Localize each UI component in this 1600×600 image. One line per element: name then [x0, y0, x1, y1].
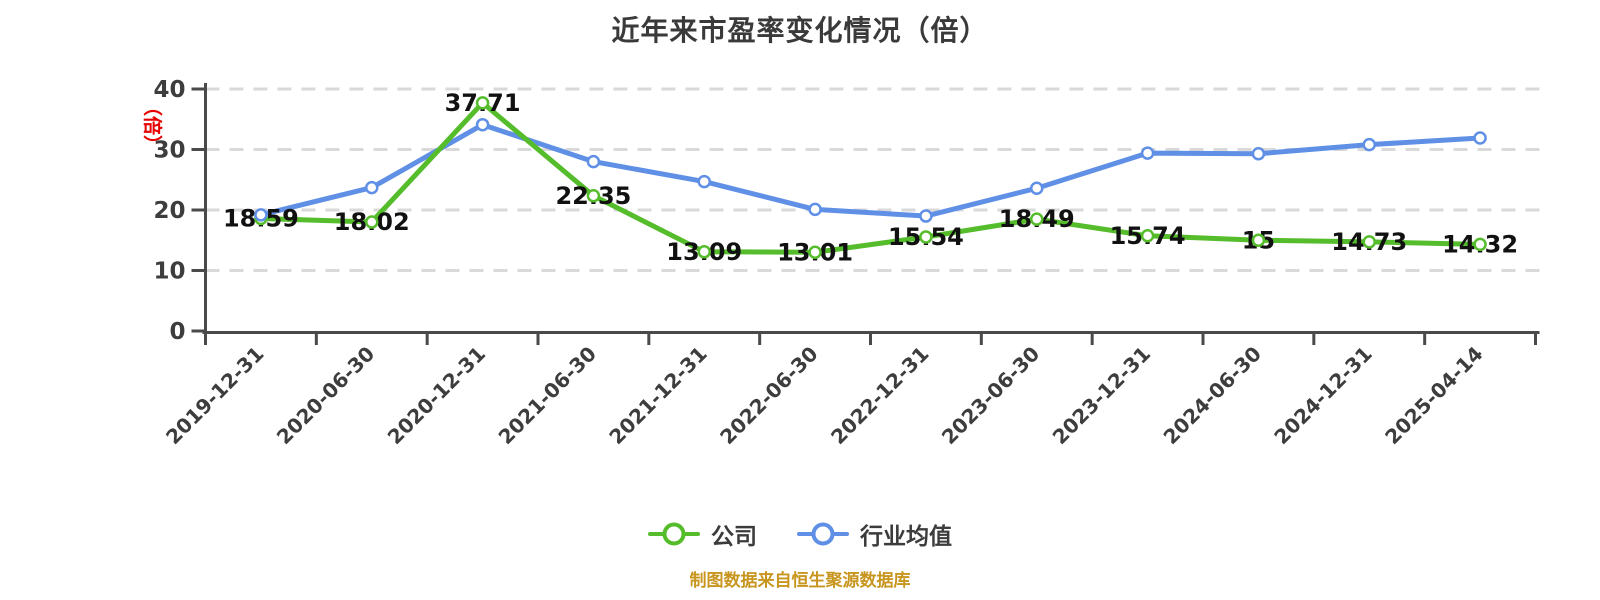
industry-average-data-point [1473, 131, 1487, 145]
company-data-point [475, 96, 490, 110]
x-axis-label: 2019-12-31 [161, 342, 268, 449]
y-axis-tick-label: 30 [153, 138, 185, 164]
chart-legend: 公司 行业均值 [0, 517, 1600, 551]
x-axis-label: 2021-12-31 [604, 342, 711, 449]
x-axis-label: 2023-12-31 [1048, 342, 1155, 449]
company-data-point [1140, 229, 1155, 243]
company-data-point [365, 215, 379, 229]
industry-average-line [258, 122, 1483, 219]
industry-average-data-point [1140, 146, 1155, 160]
industry-average-data-point [1362, 137, 1376, 152]
company-data-point [919, 230, 933, 244]
y-axis-tick-label: 20 [153, 198, 185, 224]
industry-average-data-point [475, 117, 490, 132]
y-axis-tick-label: 10 [153, 259, 185, 285]
legend-item-company[interactable]: 公司 [648, 517, 757, 551]
company-data-point [586, 189, 601, 203]
x-axis-label: 2025-04-14 [1380, 342, 1487, 449]
x-axis-label: 2024-06-30 [1159, 342, 1266, 449]
company-data-point [697, 245, 711, 259]
x-axis-label: 2020-06-30 [272, 342, 379, 449]
x-axis-label: 2020-12-31 [383, 342, 490, 449]
legend-label-industry-average: 行业均值 [860, 524, 952, 550]
y-axis-unit-label: （倍） [141, 97, 164, 154]
industry-average-data-point [1030, 181, 1044, 195]
chart-title: 近年来市盈率变化情况（倍） [611, 14, 989, 47]
y-axis-tick-label: 0 [169, 319, 185, 345]
company-data-point [1251, 233, 1266, 247]
industry-average-data-point [1251, 146, 1266, 161]
legend-item-industry-average[interactable]: 行业均值 [797, 517, 952, 551]
industry-average-data-point [254, 208, 268, 222]
industry-average-data-point [808, 202, 822, 217]
y-axis-tick-label: 40 [153, 77, 185, 103]
x-axis-label: 2023-06-30 [937, 342, 1044, 449]
company-data-point [808, 245, 822, 260]
x-axis-label: 2021-06-30 [494, 342, 601, 449]
x-axis-label: 2024-12-31 [1269, 342, 1376, 449]
industry-series-marker-icon [797, 521, 849, 547]
industry-average-data-point [586, 154, 601, 169]
industry-legend-dot-icon [811, 522, 835, 546]
industry-average-data-point [365, 180, 379, 195]
data-source-note: 制图数据来自恒生聚源数据库 [689, 571, 911, 591]
company-data-point [1030, 212, 1044, 226]
company-data-point [1362, 235, 1376, 249]
company-line [258, 100, 1483, 255]
industry-average-data-point [919, 209, 933, 223]
company-data-point [1473, 237, 1487, 252]
legend-label-company: 公司 [711, 524, 757, 550]
x-axis-label: 2022-06-30 [715, 342, 822, 449]
company-series-marker-icon [648, 521, 700, 547]
company-legend-dot-icon [662, 522, 686, 546]
industry-average-data-point [697, 174, 711, 189]
x-axis-label: 2022-12-31 [826, 342, 933, 449]
